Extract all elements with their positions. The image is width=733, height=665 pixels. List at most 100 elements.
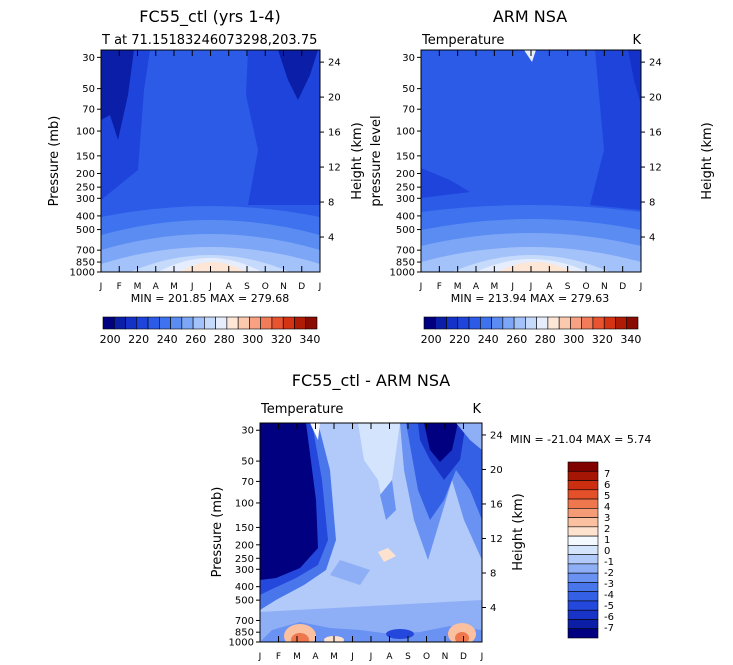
colorbar-label: 280 [214,333,235,346]
pressure-tick-label: 150 [76,151,95,162]
pressure-tick-label: 400 [76,211,95,222]
colorbar-swatch [480,316,492,330]
month-tick-label: A [386,652,393,662]
pressure-tick-label: 30 [241,426,254,437]
height-tick-label: 16 [328,128,341,139]
colorbar-label: 200 [421,333,442,346]
colorbar-swatch [592,316,605,330]
colorbar-swatch [271,316,284,330]
month-tick-label: A [226,282,233,292]
height-tick-label: 20 [649,93,662,104]
colorbar-label: 340 [620,333,641,346]
diff-colorbar-swatch [567,480,599,491]
panel-diff-units: K [472,402,481,417]
colorbar-swatch [468,316,481,330]
colorbar-swatch [260,316,273,330]
diff-colorbar-label: 6 [604,480,610,491]
pressure-tick-label: 500 [76,225,95,236]
diff-colorbar-swatch [567,600,599,611]
pressure-tick-label: 50 [402,84,415,95]
diff-colorbar-swatch [567,535,599,546]
height-tick-label: 24 [328,58,341,69]
pressure-tick-label: 30 [402,53,415,64]
diff-colorbar-swatch [567,619,599,630]
colorbar-swatch [525,316,537,330]
panel-model-ylabel-right: Height (km) [350,122,365,199]
month-tick-label: F [276,652,281,662]
panel-obs: ARM NSA Temperature K MIN = 213.94 MAX =… [369,7,715,346]
diff-colorbar-swatch [567,563,599,574]
pressure-tick-label: 150 [235,523,254,534]
diff-colorbar-label: -3 [604,579,614,590]
height-tick-label: 4 [328,233,334,244]
month-tick-label: M [170,282,178,292]
height-tick-label: 24 [490,430,503,441]
colorbar-swatch [159,316,171,330]
panel-diff: FC55_ctl - ARM NSA Temperature K [210,371,651,662]
month-tick-label: D [460,652,467,662]
diff-colorbar-swatch [567,508,599,518]
diff-colorbar-label: 4 [604,502,610,513]
month-tick-label: M [330,652,338,662]
colorbar-swatch [204,316,216,330]
colorbar-label: 220 [128,333,149,346]
colorbar-swatch [615,316,628,330]
month-tick-label: M [454,282,462,292]
panel-model-colorbar: 200 220 240 260 280 300 320 340 [100,316,320,346]
diff-colorbar-swatch [567,591,599,602]
height-tick-label: 16 [649,128,662,139]
colorbar-swatch [102,316,115,330]
diff-colorbar-swatch [567,526,599,537]
panel-diff-contours [260,423,482,642]
pressure-tick-label: 1000 [229,638,254,649]
colorbar-swatch [626,316,639,330]
diff-colorbar-label: -6 [604,612,614,623]
colorbar-swatch [457,316,470,330]
pressure-tick-label: 70 [241,477,254,488]
colorbar-label: 300 [242,333,263,346]
colorbar-label: 260 [506,333,527,346]
colorbar-label: 240 [157,333,178,346]
panel-obs-contours [421,50,641,272]
panel-obs-units: K [632,33,641,48]
diff-colorbar-label: -1 [604,557,614,568]
colorbar-swatch [558,316,571,330]
colorbar-swatch [282,316,295,330]
month-tick-label: J [99,282,103,292]
colorbar-swatch [547,316,560,330]
diff-colorbar-label: 5 [604,491,610,502]
month-tick-label: J [258,652,262,662]
pressure-tick-label: 850 [396,258,415,269]
height-tick-label: 8 [328,198,334,209]
diff-colorbar-swatch [567,461,599,472]
colorbar-swatch [305,316,318,330]
colorbar-swatch [136,316,149,330]
diff-colorbar-swatch [567,517,599,528]
diff-colorbar-swatch [567,470,599,481]
colorbar-swatch [226,316,239,330]
month-tick-label: J [529,282,533,292]
height-tick-label: 20 [490,465,503,476]
month-tick-label: J [190,282,194,292]
height-tick-label: 20 [328,93,341,104]
colorbar-swatch [113,316,126,330]
pressure-tick-label: 400 [235,582,254,593]
colorbar-swatch [237,316,250,330]
pressure-tick-label: 700 [235,616,254,627]
colorbar-swatch [434,316,447,330]
month-tick-label: A [153,282,160,292]
month-tick-label: M [293,652,301,662]
panel-diff-minmax: MIN = -21.04 MAX = 5.74 [510,433,651,446]
colorbar-label: 340 [299,333,320,346]
height-tick-label: 4 [490,603,496,614]
colorbar-swatch [181,316,194,330]
colorbar-swatch [603,316,616,330]
diff-colorbar-label: -7 [604,623,614,634]
colorbar-swatch [513,316,526,330]
pressure-tick-label: 250 [396,183,415,194]
colorbar-label: 220 [449,333,470,346]
colorbar-swatch [294,316,307,330]
panel-model-contours [101,50,320,272]
colorbar-swatch [147,316,160,330]
